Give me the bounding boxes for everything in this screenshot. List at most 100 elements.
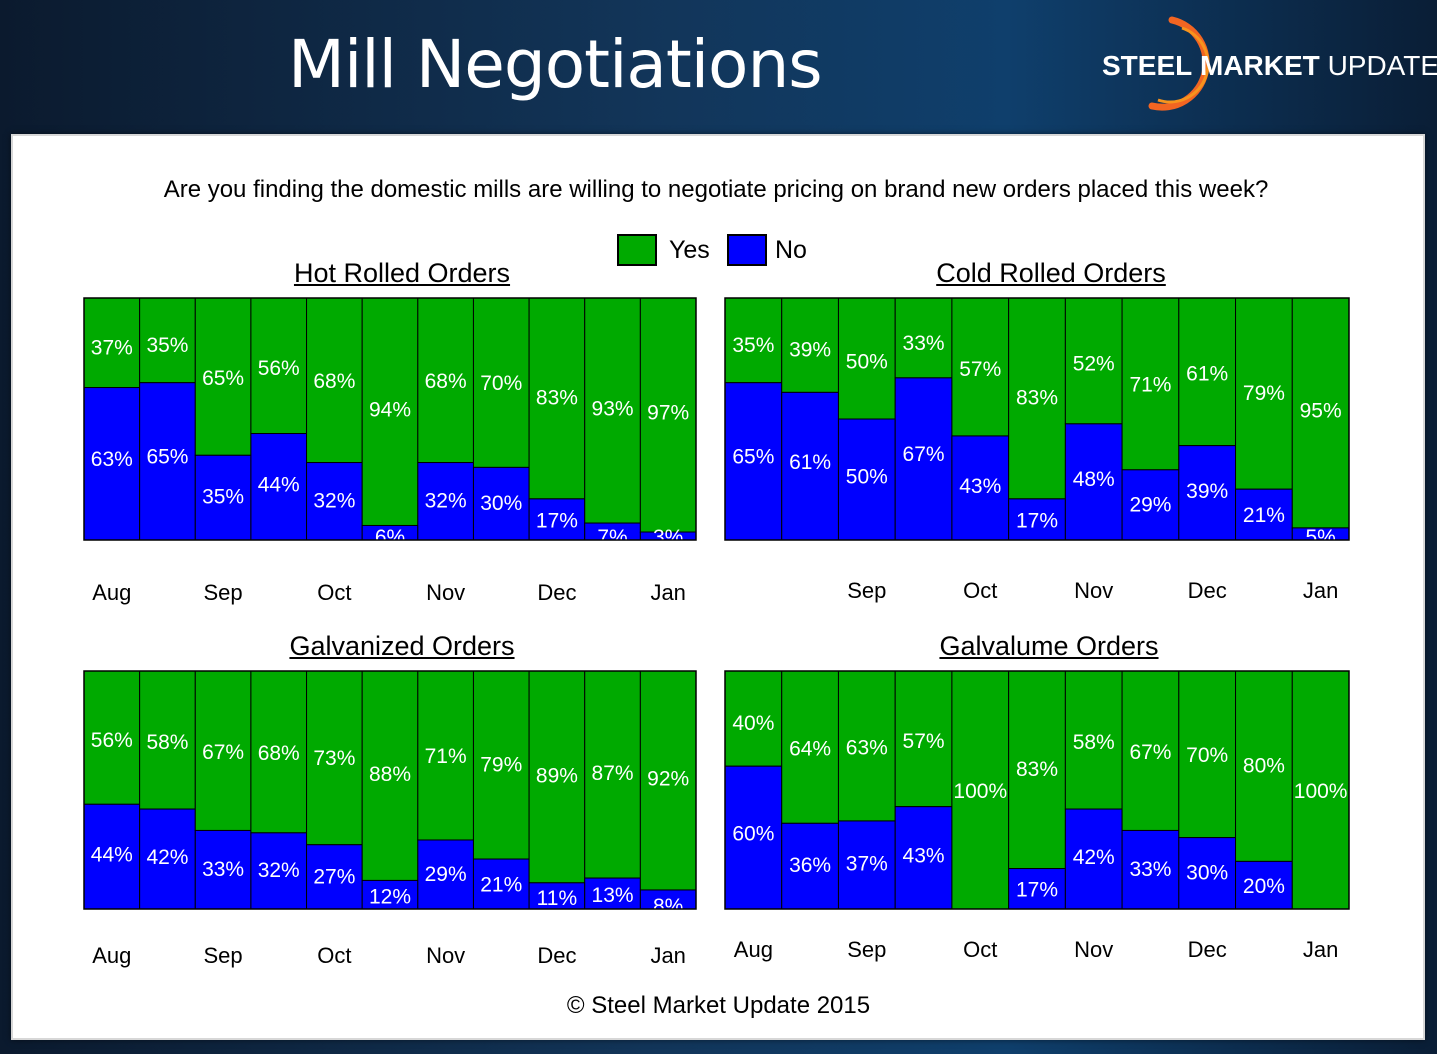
bar-group-5: 83% 17%	[1008, 297, 1066, 541]
data-label-yes: 79%	[1243, 382, 1285, 405]
data-label-no: 3%	[653, 526, 683, 549]
data-label-no: 61%	[789, 451, 831, 474]
data-label-no: 32%	[313, 489, 355, 512]
bar-yes	[528, 670, 586, 884]
x-tick-label: Nov	[1074, 937, 1113, 962]
data-label-yes: 71%	[425, 745, 467, 768]
data-label-yes: 100%	[1294, 780, 1348, 803]
bar-yes	[781, 297, 839, 393]
data-label-no: 17%	[536, 509, 578, 532]
bar-group-0: 56% 44%	[83, 670, 141, 910]
data-label-yes: 57%	[959, 358, 1001, 381]
data-label-yes: 88%	[369, 763, 411, 786]
x-tick-label: Aug	[734, 937, 773, 962]
bar-no	[528, 498, 586, 541]
bar-group-4: 68% 32%	[306, 297, 363, 541]
bar-yes	[194, 670, 252, 831]
bar-yes	[837, 297, 896, 420]
steel-market-update-logo: STEEL MARKET UPDATE	[1100, 14, 1437, 114]
legend-swatch-yes	[617, 234, 657, 266]
bar-group-7: 67% 33%	[1121, 670, 1180, 910]
bar-no	[528, 882, 586, 910]
data-label-yes: 68%	[258, 742, 300, 765]
bar-group-4: 100%	[951, 670, 1010, 910]
data-label-no: 35%	[202, 485, 244, 508]
plot-frame	[83, 670, 697, 910]
plot-frame	[724, 297, 1350, 541]
x-tick-label: Sep	[204, 943, 243, 968]
data-label-no: 42%	[146, 846, 188, 869]
data-label-yes: 92%	[647, 768, 689, 791]
survey-question: Are you finding the domestic mills are w…	[163, 176, 1269, 203]
bar-yes	[306, 670, 363, 846]
data-label-yes: 68%	[313, 370, 355, 393]
data-label-no: 13%	[592, 884, 634, 907]
x-tick-label: Aug	[92, 580, 131, 605]
legend-label-yes: Yes	[669, 236, 710, 264]
bar-yes	[951, 670, 1010, 910]
bar-yes	[250, 670, 308, 834]
bar-yes	[417, 670, 474, 841]
data-label-no: 60%	[732, 822, 774, 845]
x-tick-label: Dec	[537, 943, 576, 968]
data-label-no: 36%	[789, 854, 831, 877]
bar-no	[951, 435, 1010, 541]
data-label-no: 48%	[1073, 468, 1115, 491]
copyright-footer: © Steel Market Update 2015	[566, 992, 871, 1019]
data-label-yes: 64%	[789, 738, 831, 761]
data-label-yes: 39%	[789, 338, 831, 361]
data-label-no: 29%	[1129, 493, 1171, 516]
x-tick-label: Aug	[92, 943, 131, 968]
data-label-no: 65%	[732, 445, 774, 468]
data-label-no: 8%	[653, 895, 683, 918]
data-label-yes: 83%	[536, 386, 578, 409]
bar-yes	[83, 297, 141, 389]
bar-no	[724, 765, 783, 910]
data-label-yes: 67%	[202, 741, 244, 764]
chart-title-hot-rolled: Hot Rolled Orders	[293, 258, 511, 288]
data-label-yes: 40%	[732, 712, 774, 735]
data-label-yes: 100%	[953, 780, 1007, 803]
data-label-no: 30%	[480, 492, 522, 515]
data-label-yes: 73%	[313, 747, 355, 770]
x-tick-label: Sep	[847, 937, 886, 962]
plot-frame	[83, 297, 697, 541]
bar-group-9: 79% 21%	[1235, 297, 1293, 541]
bar-group-7: 71% 29%	[1121, 297, 1180, 541]
data-label-yes: 61%	[1186, 362, 1228, 385]
data-label-no: 12%	[369, 885, 411, 908]
data-label-no: 65%	[146, 445, 188, 468]
x-tick-label: Nov	[426, 943, 465, 968]
data-label-yes: 89%	[536, 764, 578, 787]
bar-group-10: 92% 8%	[639, 670, 697, 918]
bar-no	[139, 382, 196, 541]
bar-no	[83, 803, 141, 910]
x-tick-label: Sep	[204, 580, 243, 605]
bar-group-7: 79% 21%	[472, 670, 530, 910]
legend-label-no: No	[775, 236, 807, 264]
bar-group-10: 97% 3%	[639, 297, 697, 549]
x-tick-label: Oct	[317, 580, 351, 605]
data-label-yes: 97%	[647, 402, 689, 425]
data-label-no: 43%	[903, 845, 945, 868]
bar-no	[306, 844, 363, 910]
bar-yes	[1064, 297, 1123, 425]
bar-no	[306, 462, 363, 541]
x-tick-label: Oct	[963, 578, 997, 603]
bar-yes	[472, 670, 530, 860]
chart-title-galvanized: Galvanized Orders	[289, 631, 515, 661]
bar-yes	[139, 297, 196, 384]
data-label-yes: 57%	[903, 730, 945, 753]
bar-yes	[894, 297, 953, 379]
bar-group-0: 40% 60%	[724, 670, 783, 910]
data-label-yes: 52%	[1073, 353, 1115, 376]
bar-no	[139, 808, 196, 910]
plot-frame	[724, 670, 1350, 910]
bar-group-10: 95% 5%	[1291, 297, 1350, 549]
data-label-yes: 80%	[1243, 755, 1285, 778]
data-label-no: 11%	[537, 887, 577, 910]
data-label-no: 42%	[1073, 846, 1115, 869]
bar-group-4: 57% 43%	[951, 297, 1010, 541]
bar-group-8: 89% 11%	[528, 670, 586, 910]
